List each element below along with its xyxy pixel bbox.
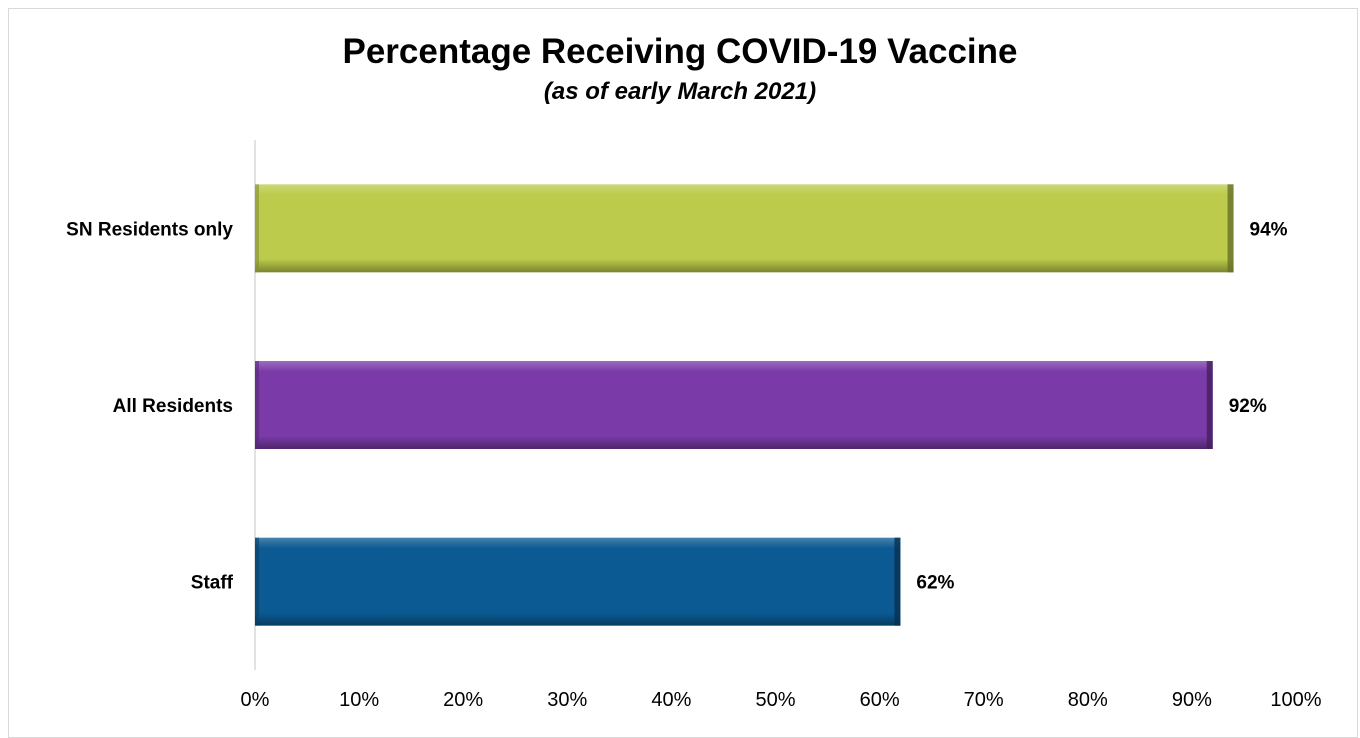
- x-tick-label: 50%: [755, 689, 795, 711]
- value-label: 92%: [1229, 396, 1267, 417]
- category-label: Staff: [191, 573, 234, 594]
- bars-layer: [255, 184, 1234, 626]
- x-tick-label: 10%: [339, 689, 379, 711]
- value-label: 94%: [1250, 219, 1288, 240]
- value-label: 62%: [916, 573, 954, 594]
- bar-edge: [1227, 184, 1234, 273]
- x-tick-label: 40%: [651, 689, 691, 711]
- x-tick-label: 30%: [547, 689, 587, 711]
- x-tick-label: 60%: [860, 689, 900, 711]
- category-label: All Residents: [113, 396, 233, 417]
- bar-edge: [1206, 361, 1213, 449]
- bar-edge: [255, 361, 259, 449]
- x-tick-label: 20%: [443, 689, 483, 711]
- x-tick-label: 90%: [1172, 689, 1212, 711]
- chart-subtitle: (as of early March 2021): [543, 78, 817, 105]
- labels-layer: 0% 10% 20% 30% 40% 50% 60% 70% 80% 90% 100% SN Resi…: [66, 219, 1322, 711]
- bar-staff: [255, 537, 901, 626]
- bar-sn-residents-only: [255, 184, 1234, 273]
- bar-all-residents: [255, 361, 1213, 449]
- x-tick-label: 80%: [1068, 689, 1108, 711]
- x-tick-label: 0%: [241, 689, 270, 711]
- x-tick-label: 100%: [1270, 689, 1321, 711]
- x-tick-label: 70%: [964, 689, 1004, 711]
- category-label: SN Residents only: [66, 219, 233, 240]
- bar-edge: [255, 537, 259, 626]
- chart-title: Percentage Receiving COVID-19 Vaccine: [342, 32, 1018, 71]
- bar-edge: [255, 184, 259, 273]
- bar-edge: [894, 537, 901, 626]
